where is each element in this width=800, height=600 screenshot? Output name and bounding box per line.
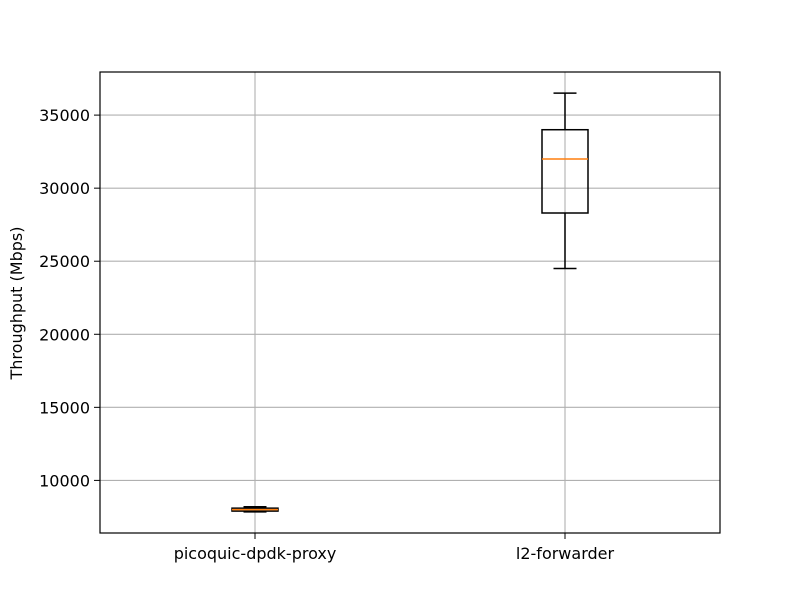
- axis-ticks: 10000 15000 20000 25000 30000 35000 picoquic-d…: [39, 106, 614, 563]
- y-axis-label: Throughput (Mbps): [7, 227, 26, 381]
- y-tick-label: 30000: [39, 179, 90, 198]
- box-plots: [231, 92, 589, 513]
- x-tick-label: l2-forwarder: [516, 544, 615, 563]
- x-tick-label: picoquic-dpdk-proxy: [174, 544, 337, 563]
- iqr-box: [541, 128, 589, 214]
- plot-area-frame: [99, 71, 721, 534]
- y-tick-label: 10000: [39, 471, 90, 490]
- grid-lines: [100, 72, 720, 533]
- y-tick-label: 15000: [39, 398, 90, 417]
- y-tick-label: 35000: [39, 106, 90, 125]
- y-tick-label: 25000: [39, 252, 90, 271]
- box-l2-forwarder: [541, 92, 589, 270]
- y-tick-label: 20000: [39, 325, 90, 344]
- box-picoquic-dpdk-proxy: [231, 505, 279, 513]
